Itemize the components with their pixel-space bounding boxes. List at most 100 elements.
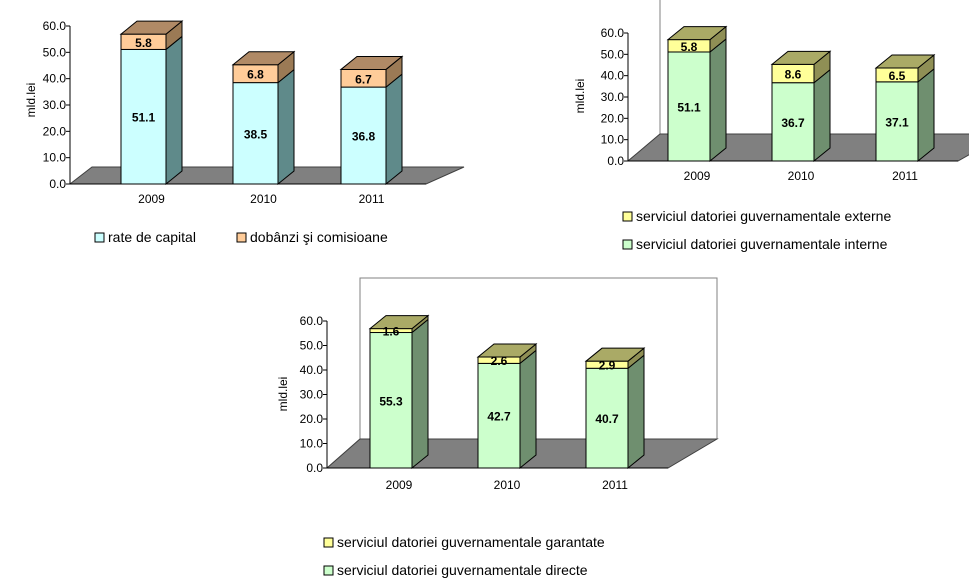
bar-2011-bottom: 37.1: [875, 67, 935, 163]
data-label: 2.9: [599, 359, 616, 373]
legend-swatch: [622, 239, 633, 250]
y-tick-label: 20.0: [43, 124, 67, 138]
bar-side: [917, 67, 935, 163]
chart-3: 0.0 10.0 20.0 30.0 40.0 50.0 60.0 mld.lei 55.3 1.…: [276, 277, 719, 578]
y-tick-label: 40.0: [43, 72, 67, 86]
bar-top: [119, 20, 184, 35]
y-tick-label: 30.0: [43, 98, 67, 112]
bar-side: [411, 318, 429, 470]
y-tick-label: 10.0: [43, 151, 67, 165]
legend-item: rate de capital: [94, 229, 196, 245]
y-tick-label: 30.0: [300, 388, 324, 402]
bar-front: [120, 48, 167, 185]
bar-side: [385, 73, 403, 186]
legend-label: serviciul datoriei guvernamentale extern…: [636, 208, 891, 224]
legend-item: serviciul datoriei guvernamentale intern…: [622, 236, 888, 252]
legend-swatch: [94, 232, 105, 243]
bar-2011-top: 6.5: [874, 53, 936, 83]
y-axis-label: mld.lei: [276, 377, 290, 412]
back-wall: [359, 277, 718, 439]
x-tick-label: 2009: [386, 478, 413, 492]
legend-label: serviciul datoriei guvernamentale direct…: [337, 562, 588, 578]
bar-2009-top: 5.8: [119, 20, 184, 51]
bar-front: [232, 82, 279, 185]
data-label: 37.1: [885, 115, 909, 129]
legend-swatch: [323, 537, 334, 548]
data-label: 51.1: [677, 100, 701, 114]
data-label: 6.8: [247, 68, 264, 82]
bar-side: [165, 35, 183, 186]
bar-side: [277, 68, 295, 186]
legend-swatch: [323, 565, 334, 576]
bar-2011-bottom: 36.8: [340, 73, 403, 186]
y-tick-label: 50.0: [300, 339, 324, 353]
legend: serviciul datoriei guvernamentale direct…: [323, 534, 605, 578]
y-tick-label: 60.0: [43, 19, 67, 33]
bar-top: [339, 55, 404, 70]
y-tick-label: 10.0: [601, 133, 625, 147]
bar-2011-top: 2.9: [584, 347, 646, 373]
x-tick-label: 2011: [602, 478, 628, 492]
x-tick-label: 2011: [892, 169, 918, 183]
bar-front: [771, 82, 815, 162]
chart-1: 0.0 10.0 20.0 30.0 40.0 50.0 60.0 mld.lei 51.1 5.…: [24, 19, 465, 245]
data-label: 40.7: [595, 412, 619, 426]
legend-item: serviciul datoriei guvernamentale direct…: [323, 562, 588, 578]
bar-2010-top: 8.6: [770, 50, 832, 84]
bar-side: [709, 37, 727, 163]
y-tick-label: 50.0: [601, 47, 625, 61]
bar-2009-bottom: 51.1: [667, 37, 727, 163]
legend-item: serviciul datoriei guvernamentale garant…: [323, 534, 605, 550]
y-tick-label: 60.0: [601, 26, 625, 40]
x-tick-label: 2010: [788, 169, 815, 183]
legend: rate de capital dobânzi şi comisioane: [94, 229, 388, 245]
data-label: 5.8: [135, 36, 152, 50]
legend-item: dobânzi şi comisioane: [236, 229, 388, 245]
bar-top: [666, 26, 728, 41]
data-label: 55.3: [379, 394, 403, 408]
legend-item: serviciul datoriei guvernamentale extern…: [622, 208, 891, 224]
legend-swatch: [236, 232, 247, 243]
legend: serviciul datoriei guvernamentale intern…: [622, 208, 891, 252]
bar-2010-top: 6.8: [231, 50, 296, 84]
y-tick-label: 50.0: [43, 45, 67, 59]
legend-label: dobânzi şi comisioane: [250, 229, 388, 245]
data-label: 8.6: [785, 68, 802, 82]
bar-front: [875, 81, 919, 162]
data-label: 2.6: [491, 354, 508, 368]
bar-top: [584, 347, 646, 362]
y-tick-label: 10.0: [300, 437, 324, 451]
data-label: 6.5: [889, 69, 906, 83]
data-label: 38.5: [244, 127, 268, 141]
y-tick-label: 20.0: [601, 111, 625, 125]
y-axis-label: mld.lei: [573, 79, 587, 114]
back-wall: [659, 0, 661, 134]
data-label: 6.7: [355, 72, 372, 86]
bar-top: [770, 50, 832, 65]
bar-front: [369, 332, 413, 469]
x-tick-label: 2010: [250, 192, 277, 206]
bar-side: [519, 349, 537, 470]
x-tick-label: 2011: [359, 192, 385, 206]
data-label: 5.8: [681, 40, 698, 54]
y-tick-label: 0.0: [306, 461, 323, 475]
y-tick-label: 60.0: [300, 314, 324, 328]
legend-label: serviciul datoriei guvernamentale intern…: [636, 236, 888, 252]
data-label: 42.7: [487, 410, 511, 424]
bar-top: [368, 315, 430, 330]
bar-2009-top: 5.8: [666, 25, 728, 54]
bar-front: [667, 51, 711, 162]
bar-2010-bottom: 38.5: [232, 68, 295, 186]
bar-top: [476, 343, 538, 358]
data-label: 36.8: [352, 130, 376, 144]
y-tick-label: 0.0: [49, 177, 66, 191]
bar-front: [477, 362, 521, 469]
legend-swatch: [622, 211, 633, 222]
bar-front: [340, 86, 387, 185]
y-axis-label: mld.lei: [24, 83, 38, 118]
y-tick-label: 40.0: [601, 69, 625, 83]
x-tick-label: 2010: [494, 478, 521, 492]
data-label: 51.1: [132, 111, 156, 125]
bar-top: [874, 54, 936, 69]
